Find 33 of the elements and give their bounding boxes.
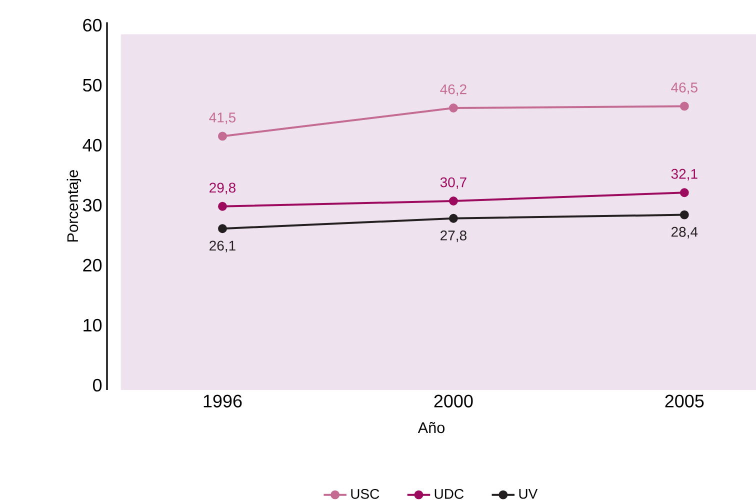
y-axis-title: Porcentaje [66, 170, 82, 242]
point [448, 104, 458, 112]
data-label: 46,2 [440, 84, 466, 96]
data-label: 27,8 [440, 230, 466, 242]
data-label: 29,8 [210, 182, 236, 194]
y-tick-label: 10 [84, 318, 102, 332]
legend-label: UV [519, 489, 538, 499]
point [218, 224, 227, 234]
y-tick-label: 40 [82, 138, 102, 152]
y-tick-label: 60 [83, 18, 102, 32]
data-label: 30,7 [440, 177, 466, 189]
x-axis-title: Año [418, 422, 444, 434]
data-label: 41,5 [209, 112, 236, 124]
y-tick-label: 50 [82, 78, 102, 92]
point [680, 188, 689, 198]
data-label: 26,1 [210, 240, 236, 252]
y-tick-label: 0 [92, 378, 102, 392]
x-tick-label: 1996 [204, 394, 242, 408]
y-tick-label: 20 [83, 258, 102, 272]
data-label: 46,5 [671, 82, 698, 94]
point [680, 210, 689, 220]
x-tick-label: 2005 [665, 394, 704, 408]
point [218, 202, 227, 211]
legend-label: UDC [434, 488, 464, 499]
legend-label: USC [351, 488, 380, 499]
point [448, 214, 458, 223]
point [448, 196, 458, 206]
x-tick-label: 2000 [434, 394, 473, 408]
data-label: 28,4 [672, 226, 698, 238]
data-label: 32,1 [671, 168, 698, 180]
point [680, 102, 689, 111]
y-tick-label: 30 [82, 198, 102, 212]
point [218, 132, 227, 141]
